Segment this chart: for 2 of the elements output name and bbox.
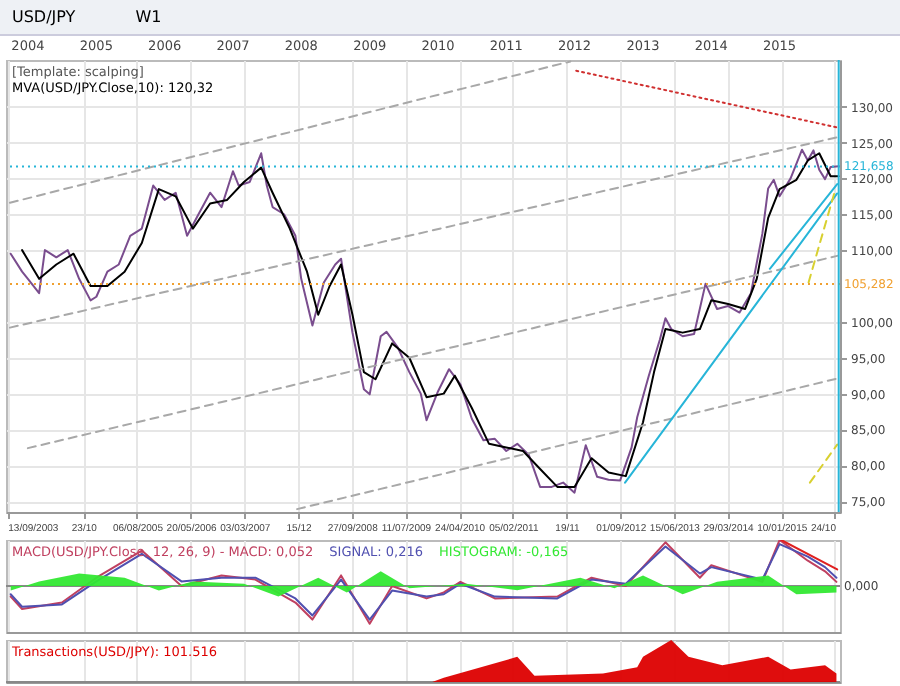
text: W1: [135, 8, 162, 26]
text: USD/JPY: [12, 8, 76, 26]
